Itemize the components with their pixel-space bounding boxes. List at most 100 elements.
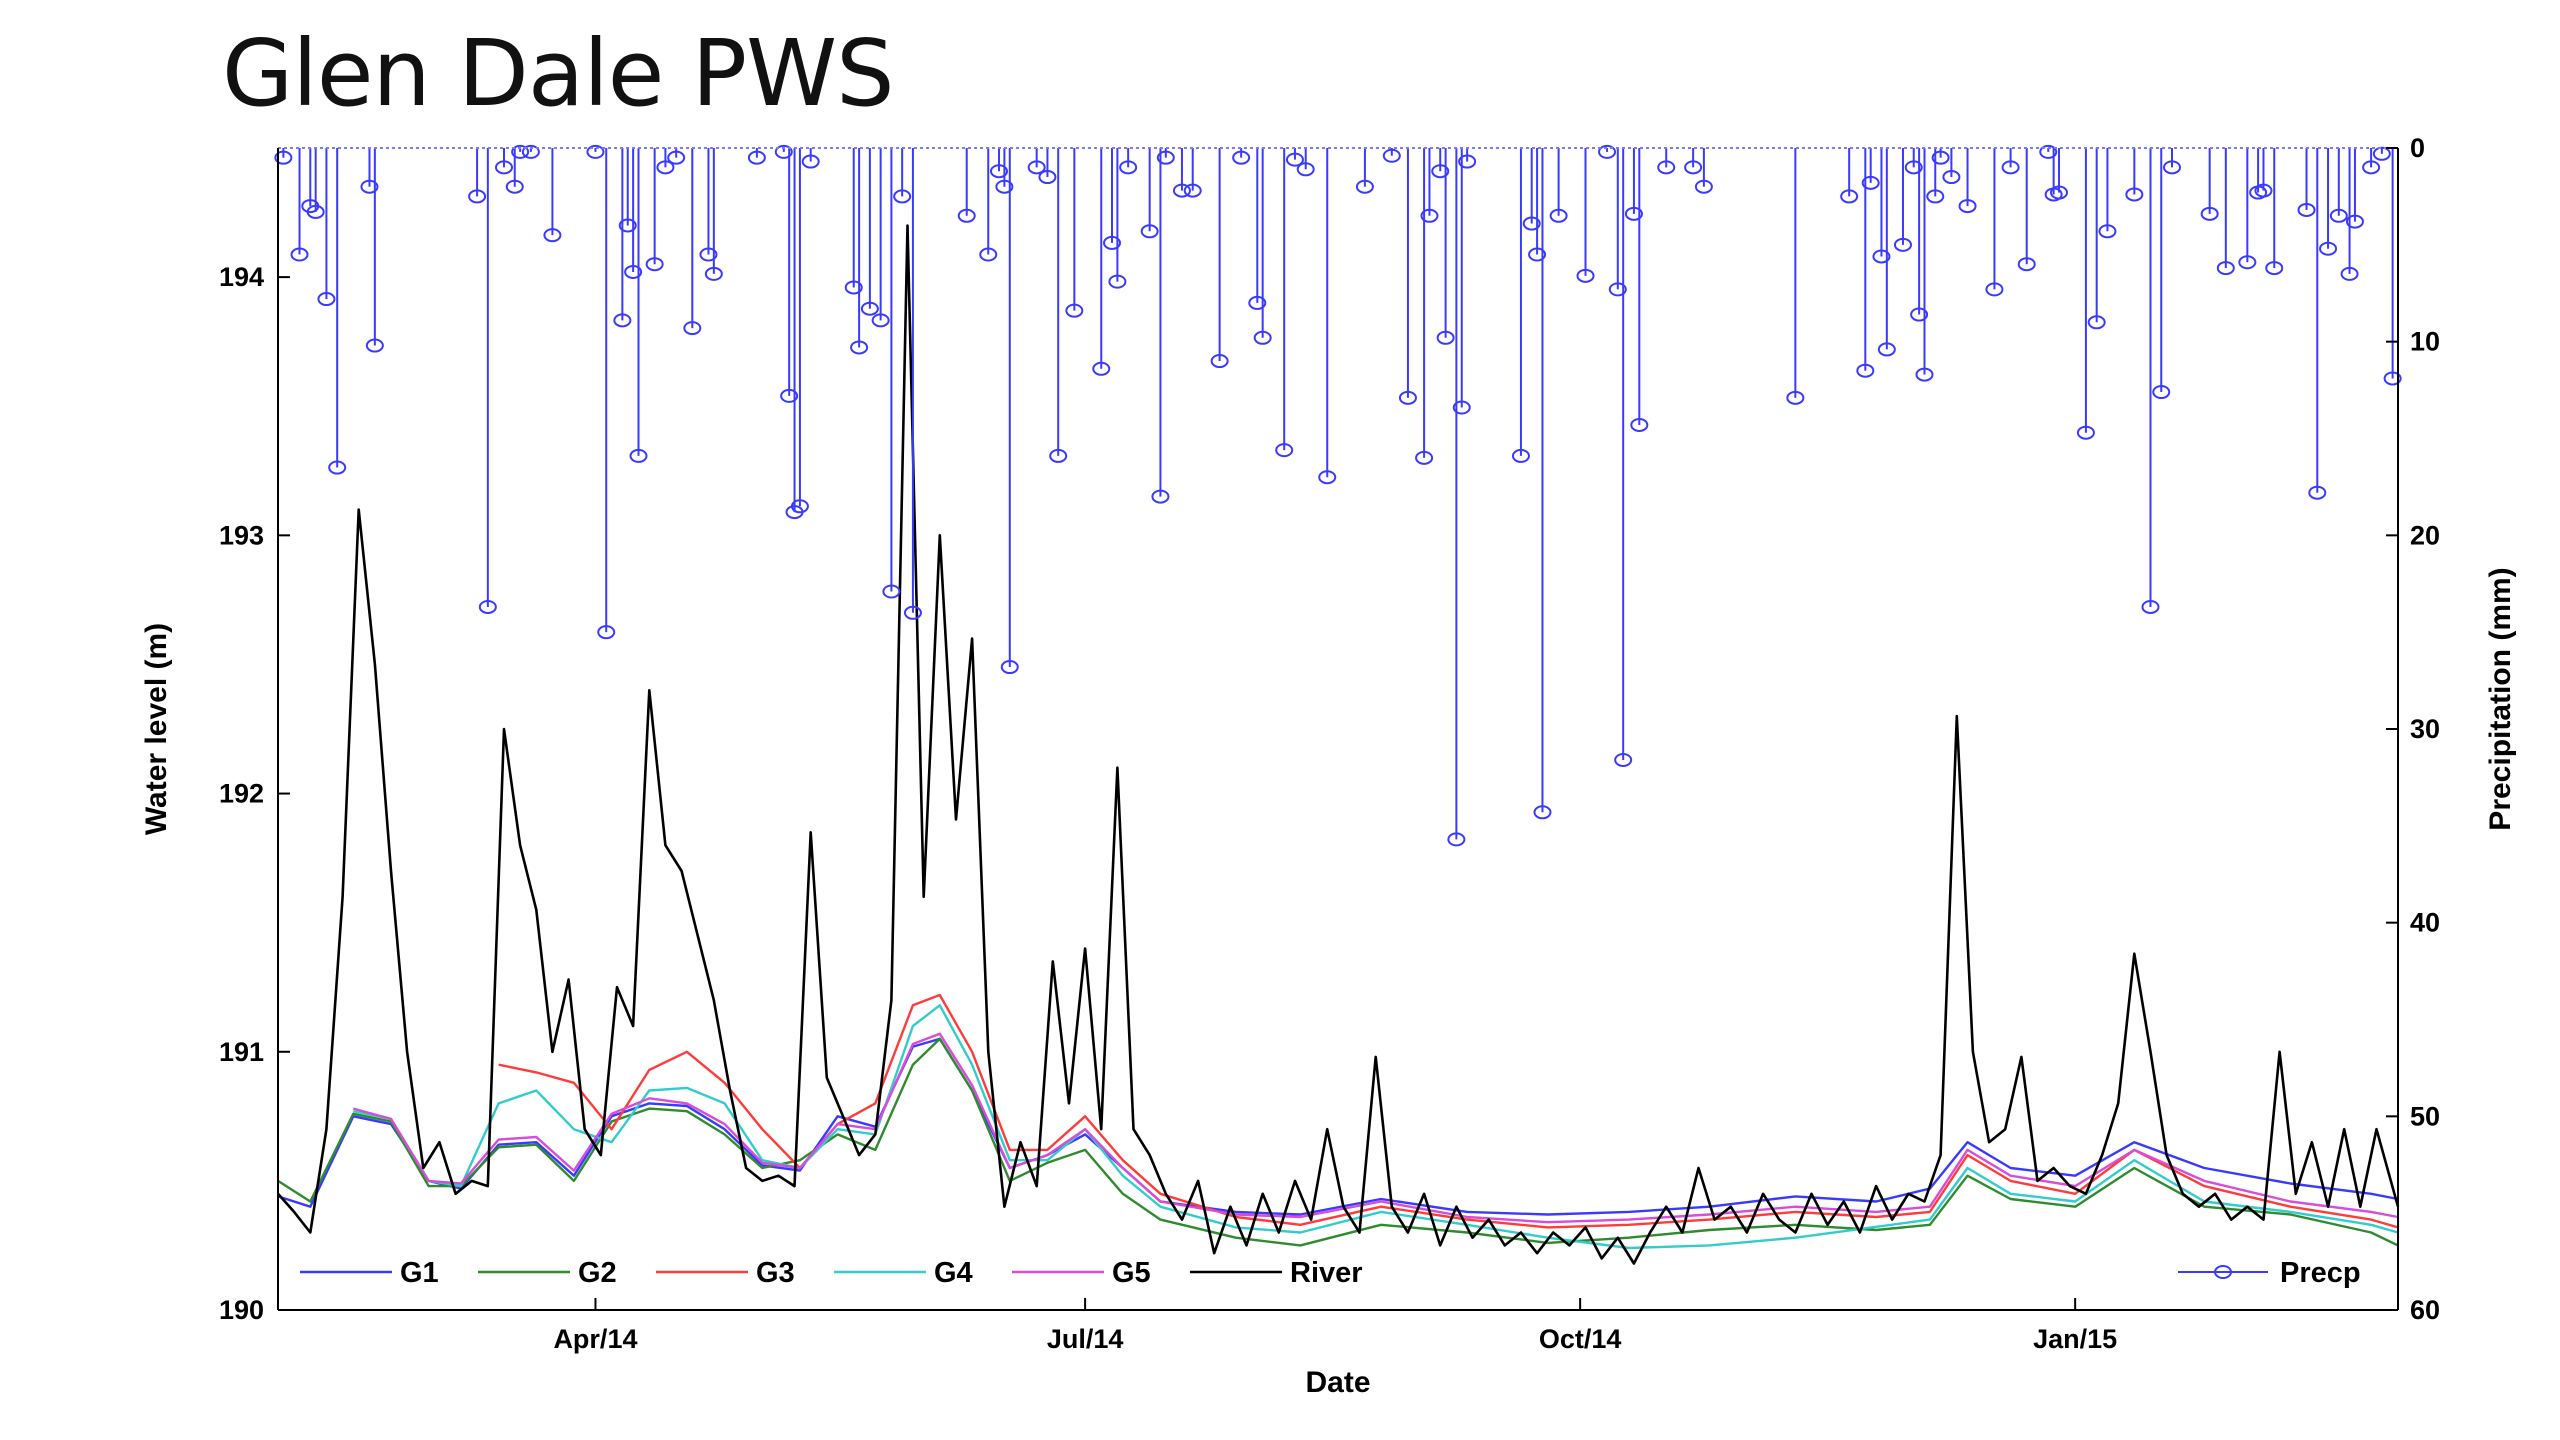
- precip-marker: [1447, 832, 1466, 847]
- slide-title: Glen Dale PWS: [222, 20, 894, 127]
- precip-marker: [2319, 241, 2338, 256]
- precip-marker: [2265, 261, 2284, 276]
- precip-marker: [1872, 249, 1891, 264]
- precip-marker: [624, 264, 643, 279]
- precip-marker: [629, 448, 648, 463]
- precip-marker: [1248, 295, 1267, 310]
- precip-marker: [521, 144, 540, 159]
- precip-marker: [274, 150, 293, 165]
- precip-marker: [478, 599, 497, 614]
- precip-marker: [1511, 448, 1530, 463]
- precip-marker: [850, 340, 869, 355]
- precip-marker: [1398, 390, 1417, 405]
- precip-marker: [656, 160, 675, 175]
- precip-marker: [2238, 255, 2257, 270]
- precip-marker: [1355, 179, 1374, 194]
- precip-marker: [2141, 599, 2160, 614]
- precip-marker: [699, 247, 718, 262]
- precip-marker: [1253, 330, 1272, 345]
- precip-marker: [1630, 417, 1649, 432]
- precip-marker: [1840, 189, 1859, 204]
- precip-marker: [618, 218, 637, 233]
- series-g1-line: [277, 1037, 2399, 1216]
- precip-marker: [2076, 425, 2095, 440]
- precip-marker: [1038, 170, 1057, 185]
- precip-marker: [860, 301, 879, 316]
- precip-marker: [1103, 235, 1122, 250]
- y-tick-label: 191: [219, 1037, 264, 1067]
- series-river-line: [277, 224, 2400, 1265]
- precip-marker: [790, 499, 809, 514]
- precip-marker: [306, 204, 325, 219]
- precip-marker: [801, 154, 820, 169]
- precip-marker: [613, 313, 632, 328]
- precip-marker: [893, 189, 912, 204]
- y2-tick-label: 30: [2410, 714, 2440, 744]
- y-tick-label: 192: [219, 779, 264, 809]
- legend-layer: G1 G2 G3 G4 G5 River Precp: [300, 1257, 2361, 1289]
- precip-marker: [1904, 160, 1923, 175]
- precip-marker: [2383, 371, 2402, 386]
- precip-marker: [2340, 266, 2359, 281]
- x-tick-label: Jan/15: [2033, 1324, 2117, 1354]
- y2-tick-label: 50: [2410, 1101, 2440, 1131]
- precip-marker: [2308, 485, 2327, 500]
- precip-marker: [645, 257, 664, 272]
- legend-g2-label: G2: [578, 1257, 617, 1289]
- precip-marker: [494, 160, 513, 175]
- precip-marker: [586, 144, 605, 159]
- precip-marker: [1856, 363, 1875, 378]
- precip-marker: [1657, 160, 1676, 175]
- precip-marker: [667, 150, 686, 165]
- precip-marker: [1210, 354, 1229, 369]
- precip-marker: [1458, 154, 1477, 169]
- x-tick-label: Apr/14: [553, 1324, 637, 1354]
- y-tick-label: 194: [219, 262, 264, 292]
- precip-marker: [1318, 470, 1337, 485]
- series-g2-line: [277, 1037, 2399, 1247]
- precip-marker: [360, 179, 379, 194]
- precip-marker: [1452, 400, 1471, 415]
- precip-marker: [1065, 303, 1084, 318]
- precip-marker: [1549, 208, 1568, 223]
- precip-marker: [468, 189, 487, 204]
- precip-marker: [780, 388, 799, 403]
- precip-marker: [1420, 208, 1439, 223]
- legend-precp-label: Precp: [2280, 1257, 2361, 1289]
- y2-tick-label: 10: [2410, 327, 2440, 357]
- precip-marker: [844, 280, 863, 295]
- precip-marker: [1296, 162, 1315, 177]
- y-tick-label: 190: [219, 1295, 264, 1325]
- precip-marker: [328, 460, 347, 475]
- precip-marker: [1614, 752, 1633, 767]
- precip-marker: [1694, 179, 1713, 194]
- precip-marker: [1926, 189, 1945, 204]
- precip-marker: [2345, 214, 2364, 229]
- precip-marker: [1624, 206, 1643, 221]
- precip-marker: [317, 292, 336, 307]
- precip-marker: [1275, 443, 1294, 458]
- precip-marker: [1684, 160, 1703, 175]
- precip-marker: [1049, 448, 1068, 463]
- precip-marker: [1000, 660, 1019, 675]
- precip-marker: [290, 247, 309, 262]
- precip-marker: [2254, 183, 2273, 198]
- precip-marker: [882, 584, 901, 599]
- precip-marker: [2125, 187, 2144, 202]
- precip-marker: [747, 150, 766, 165]
- y2-tick-label: 20: [2410, 520, 2440, 550]
- y2-tick-label: 40: [2410, 908, 2440, 938]
- precip-marker: [2098, 224, 2117, 239]
- precip-marker: [2087, 315, 2106, 330]
- precip-marker: [903, 605, 922, 620]
- precip-marker: [365, 338, 384, 353]
- precip-marker: [1608, 282, 1627, 297]
- precip-marker: [1092, 361, 1111, 376]
- precip-marker: [2297, 202, 2316, 217]
- precip-marker: [2017, 257, 2036, 272]
- precip-marker: [1382, 148, 1401, 163]
- precip-marker: [2039, 144, 2058, 159]
- precip-marker: [1942, 170, 1961, 185]
- series-g3-line: [498, 993, 2399, 1229]
